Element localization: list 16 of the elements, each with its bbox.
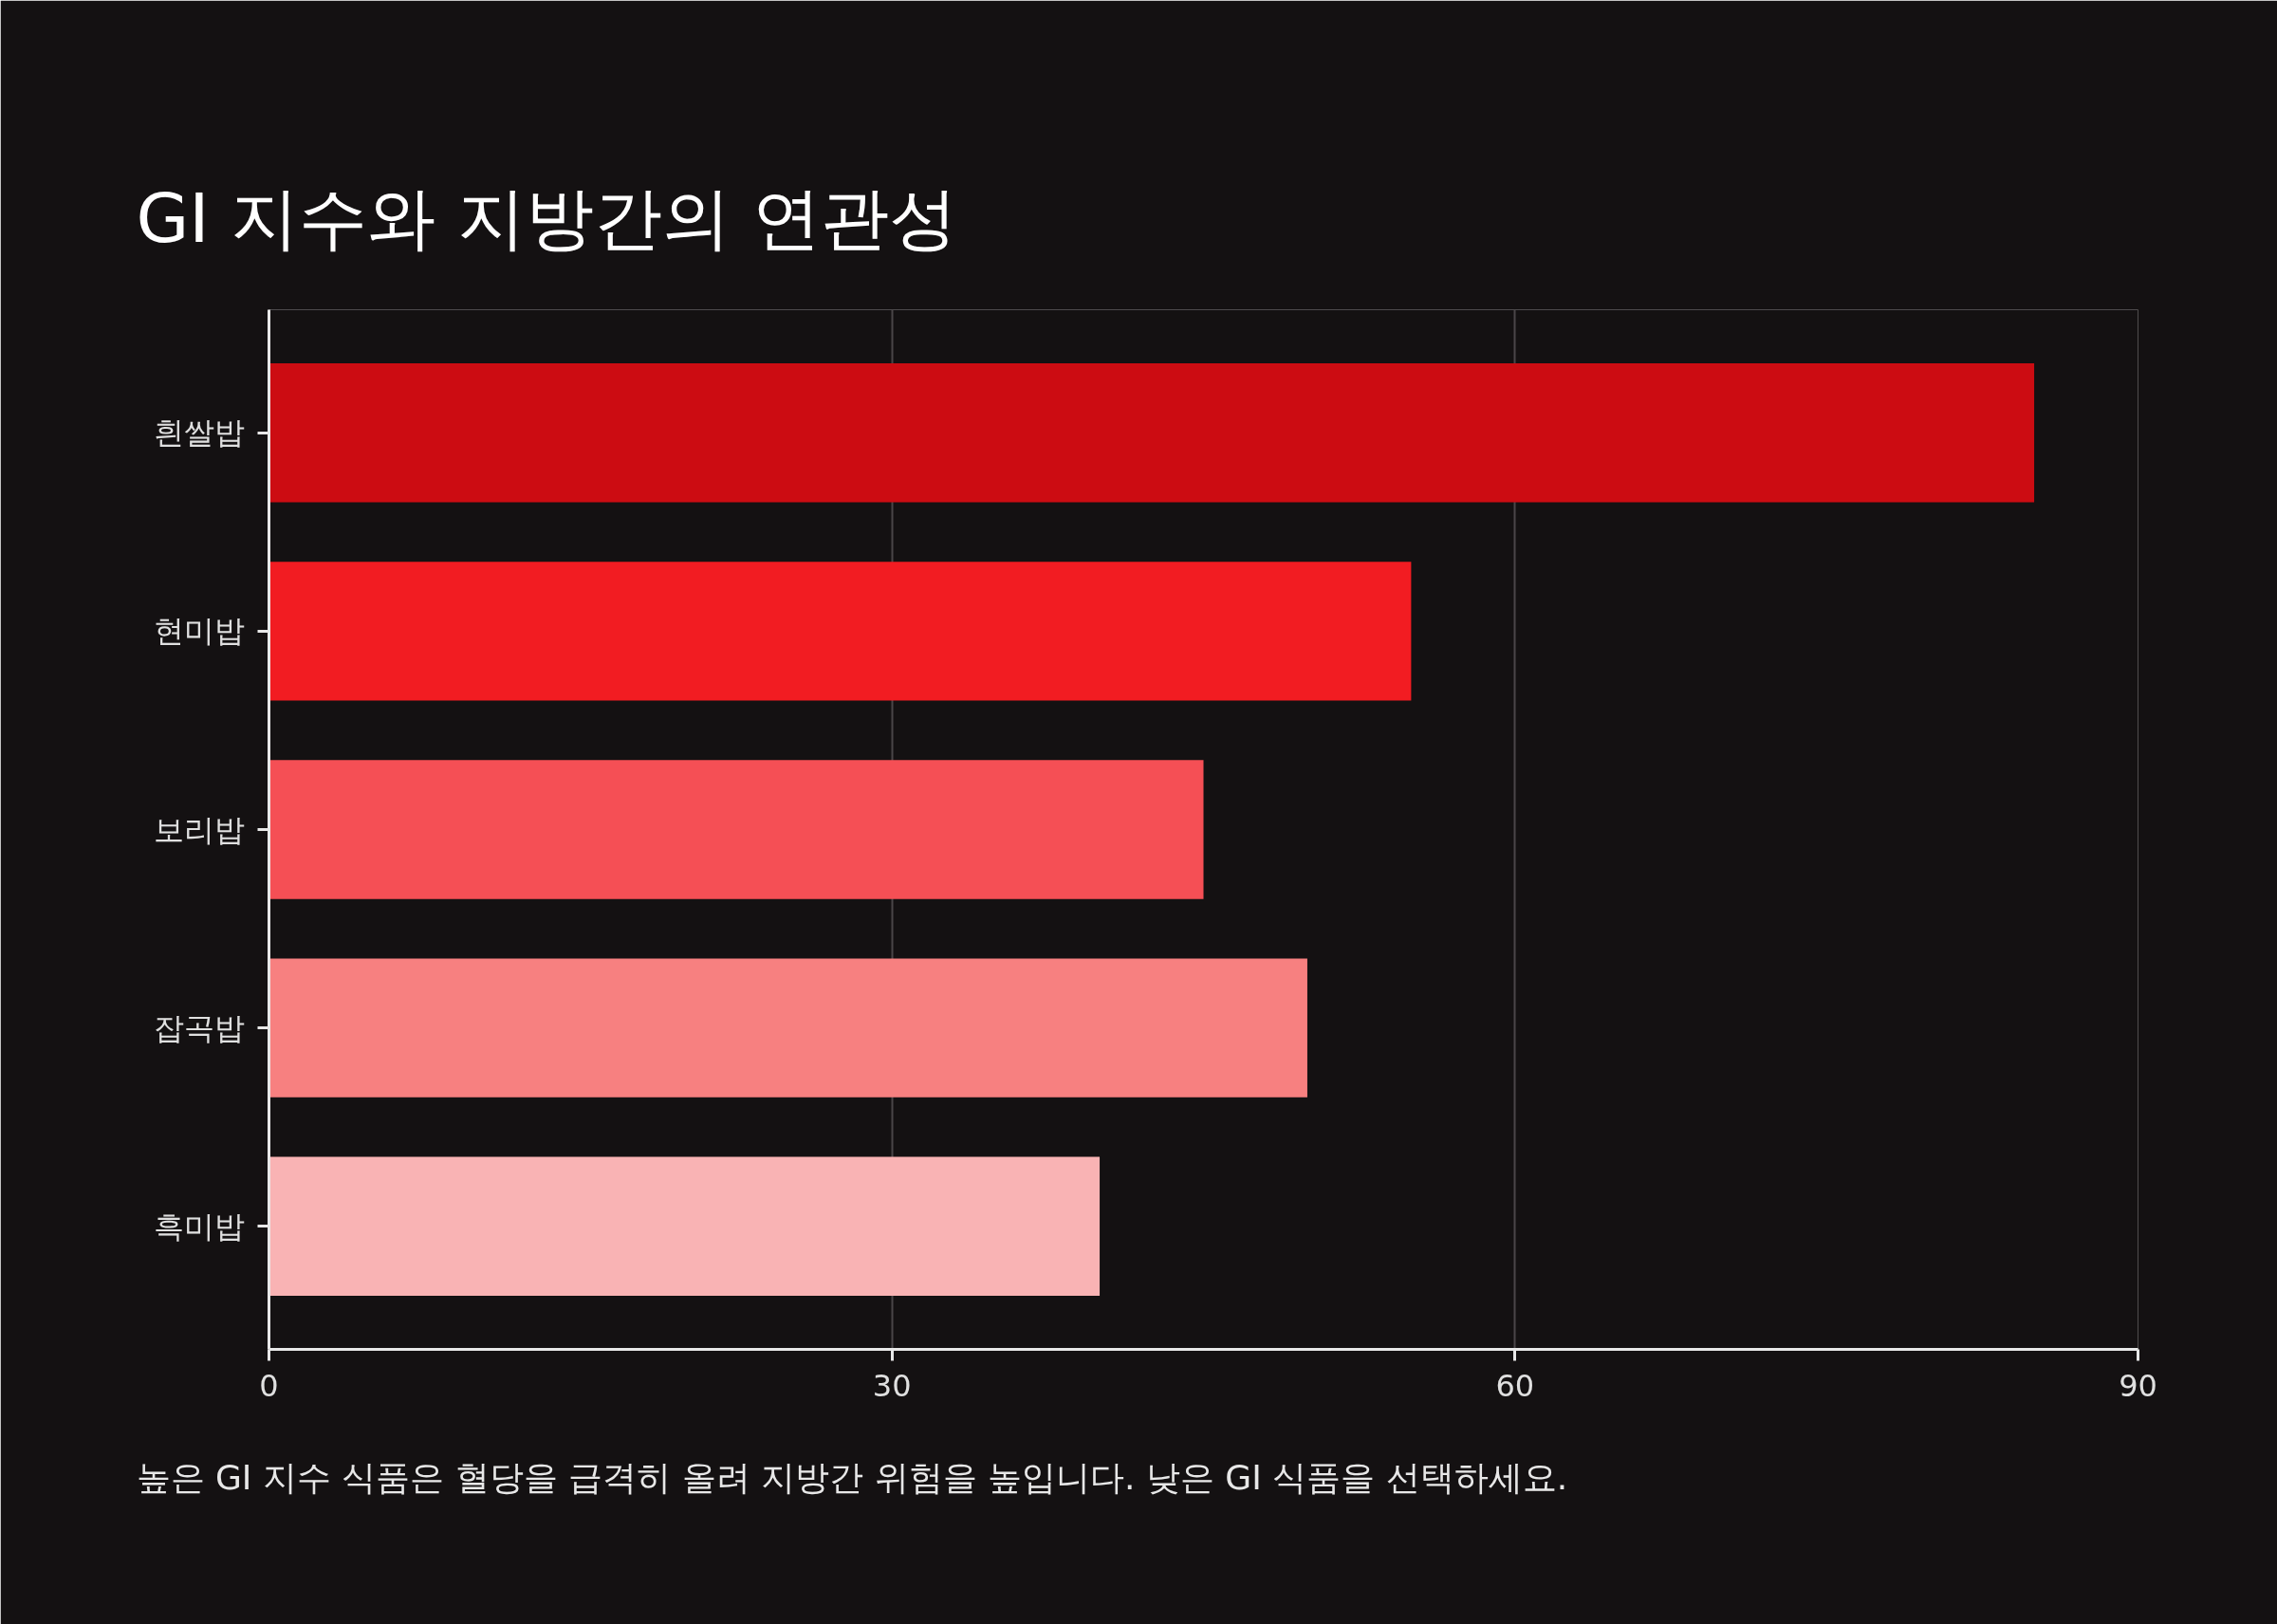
bar — [268, 760, 1204, 899]
bar — [268, 1156, 1101, 1297]
text: 높은 GI 지수 식품은 혈당을 급격히 올려 지방간 위험을 높입니다. 낮은 GI 식품을 선택하세요. — [136, 1457, 1568, 1497]
x-tick-label: 30 — [872, 1367, 912, 1404]
y-tick-label: 흰쌀밥 — [153, 415, 245, 452]
bar — [268, 958, 1307, 1098]
y-tick-label: 보리밥 — [153, 811, 245, 848]
y-tick-label: 현미밥 — [153, 613, 245, 650]
bar — [268, 562, 1412, 701]
y-tick-label: 흑미밥 — [153, 1208, 245, 1245]
y-tick-label: 잡곡밥 — [153, 1009, 245, 1046]
x-tick-label: 0 — [259, 1367, 279, 1404]
bar — [268, 362, 2035, 503]
chart-title: GI 지수와 지방간의 연관성 — [136, 177, 958, 258]
x-tick-label: 60 — [1495, 1367, 1535, 1404]
x-tick-label: 90 — [2119, 1367, 2157, 1404]
